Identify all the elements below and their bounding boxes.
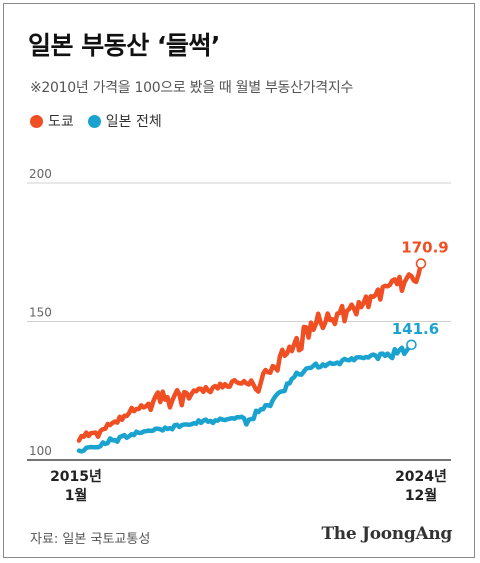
end-label-tokyo: 170.9 — [401, 239, 448, 257]
source-note: 자료: 일본 국토교통성 — [30, 532, 151, 547]
x-label-start-line1: 2015년 — [50, 469, 102, 485]
x-label-start-line2: 1월 — [65, 487, 88, 504]
brand-logo: The JoongAng — [321, 524, 452, 544]
series-lines — [76, 261, 424, 454]
y-tick-label-200: 200 — [29, 167, 52, 181]
end-marker-tokyo — [415, 258, 427, 269]
legend-item-tokyo: 도쿄 — [30, 111, 74, 131]
series-line-tokyo — [76, 261, 424, 443]
legend: 도쿄 일본 전체 — [30, 111, 162, 131]
chart-title: 일본 부동산 ‘들썩’ — [28, 31, 220, 60]
y-tick-label-150: 150 — [29, 306, 52, 320]
legend-label-japan: 일본 전체 — [105, 114, 162, 130]
x-label-end-line1: 2024년 — [395, 469, 447, 485]
legend-swatch-japan — [87, 114, 101, 128]
end-label-japan: 141.6 — [392, 320, 439, 338]
y-tick-label-100: 100 — [29, 444, 52, 458]
data-labels: 170.9 141.6 — [392, 239, 449, 351]
legend-swatch-tokyo — [30, 114, 43, 128]
y-axis-ticks: 100 150 200 — [29, 167, 52, 458]
series-line-japan — [76, 342, 414, 454]
end-marker-japan — [406, 339, 417, 351]
x-axis-labels: 2015년 1월 2024년 12월 — [50, 469, 447, 504]
chart-subtitle: ※2010년 가격을 100으로 봤을 때 월별 부동산가격지수 — [30, 80, 354, 96]
legend-item-japan: 일본 전체 — [87, 111, 162, 131]
x-label-end-line2: 12월 — [405, 487, 437, 504]
legend-label-tokyo: 도쿄 — [48, 114, 74, 130]
gridlines — [27, 182, 451, 461]
